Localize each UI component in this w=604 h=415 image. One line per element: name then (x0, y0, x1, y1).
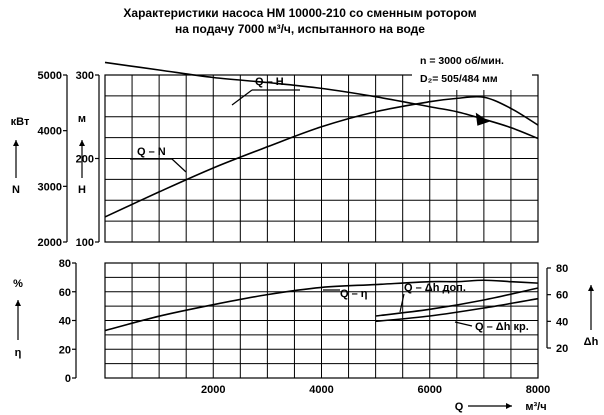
bottom-plot-frame (104, 262, 539, 379)
dh-axis-tick-label: 60 (556, 290, 568, 302)
eta-axis-tick-label: 0 (65, 373, 71, 385)
eta-axis-arrow-head (15, 300, 21, 306)
leader-q-h (231, 89, 253, 106)
top-plot-frame (104, 74, 539, 243)
curve-q-dh-dop (375, 287, 539, 317)
speed-annotation: n = 3000 об/мин. (420, 55, 504, 67)
x-axis-unit: м³/ч (525, 401, 546, 413)
x-tick-label: 6000 (418, 384, 442, 396)
leader-dh-dop (399, 293, 405, 313)
grid-layer (104, 74, 539, 379)
diameter-annotation: D₂= 505/484 мм (420, 73, 498, 85)
dh-axis-name: Δh (584, 336, 599, 348)
dh-axis-tick-label: 20 (556, 343, 568, 355)
dh-axis-tick-label: 80 (556, 263, 568, 275)
n-axis-tick-label: 3000 (38, 181, 62, 193)
chart-title-line-2: на подачу 7000 м³/ч, испытанного на воде (175, 22, 425, 36)
h-axis-tick-label: 100 (76, 237, 94, 249)
annotation-background (412, 50, 532, 90)
leader-dh-kr (454, 321, 473, 327)
x-tick-label: 2000 (201, 384, 225, 396)
curve-q-h (104, 61, 539, 140)
x-axis-arrow-head (506, 403, 512, 409)
label-dh-kr: Q – Δh кр. (475, 321, 529, 333)
label-dh-dop: Q – Δh доп. (404, 282, 466, 294)
n-axis-unit: кВт (11, 116, 30, 128)
axis-layer (13, 74, 594, 409)
q-h-direction-marker (475, 112, 490, 126)
n-axis-tick-label: 4000 (38, 126, 62, 138)
curve-q-dh-kr (375, 297, 539, 323)
label-q-eta: Q – η (340, 288, 368, 300)
n-axis-tick-label: 5000 (38, 70, 62, 82)
eta-axis-unit: % (13, 278, 23, 290)
h-axis-tick-label: 300 (76, 70, 94, 82)
chart-title-line-1: Характеристики насоса НМ 10000-210 со см… (123, 6, 476, 20)
h-axis-name: H (78, 184, 86, 196)
x-tick-label: 4000 (309, 384, 333, 396)
leader-q-n (171, 158, 187, 173)
n-axis-tick-label: 2000 (38, 237, 62, 249)
h-axis-arrow-head (79, 140, 85, 146)
x-tick-label: 8000 (526, 384, 550, 396)
dh-axis-arrow-head (588, 285, 594, 291)
label-q-h: Q – H (255, 76, 284, 88)
x-axis-name: Q (455, 401, 464, 413)
eta-axis-tick-label: 80 (59, 258, 71, 270)
curve-q-n (104, 95, 539, 218)
dh-axis-tick-label: 40 (556, 316, 568, 328)
n-axis-name: N (12, 184, 20, 196)
eta-axis-tick-label: 60 (59, 287, 71, 299)
eta-axis-tick-label: 20 (59, 344, 71, 356)
eta-axis-tick-label: 40 (59, 316, 71, 328)
h-axis-unit: м (78, 113, 86, 125)
curve-layer (104, 61, 539, 332)
n-axis-arrow-head (13, 140, 19, 146)
label-q-n: Q – N (137, 146, 166, 158)
curve-q-eta (104, 279, 539, 332)
h-axis-tick-label: 200 (76, 154, 94, 166)
eta-axis-name: η (15, 347, 22, 359)
tick-layer: 2000300040005000100200300020406080204060… (11, 70, 599, 413)
